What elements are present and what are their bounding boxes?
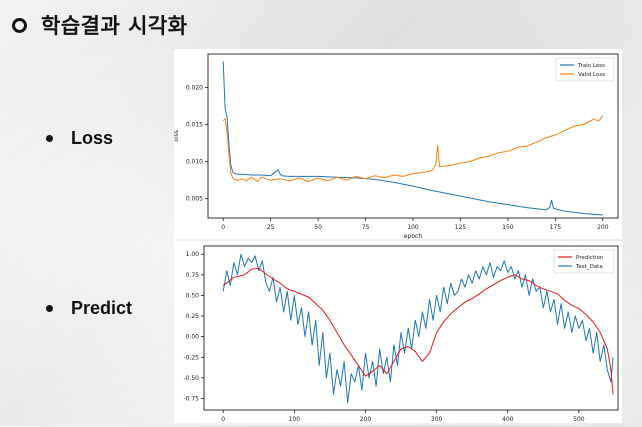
y-tick-label: 0.020: [186, 84, 203, 91]
y-tick-label: -0.50: [183, 375, 199, 382]
y-tick-label: 0.25: [186, 313, 200, 320]
x-tick-label: 400: [502, 416, 514, 423]
bullet-loss: Loss: [46, 128, 113, 149]
predict-chart: 0 100 200 300 400 500 1.00 0.75 0.50 0.25 0.00 -0.2…: [183, 245, 619, 423]
x-tick-label: 200: [360, 416, 372, 423]
x-tick-label: 175: [550, 224, 562, 231]
x-tick-label: 0: [221, 416, 225, 423]
x-tick-label: 0: [221, 224, 225, 231]
slide-title-text: 학습결과 시각화: [41, 14, 188, 38]
legend-label: Train Loss: [577, 63, 605, 69]
y-axis-label: loss: [174, 130, 180, 142]
x-tick-label: 300: [431, 416, 443, 423]
x-tick-label: 75: [362, 224, 370, 231]
legend-label: Prediction: [576, 255, 604, 261]
y-tick-label: 0.010: [186, 159, 203, 166]
legend-box: [555, 57, 615, 82]
x-tick-label: 25: [267, 224, 275, 231]
y-tick-label: 0.005: [186, 196, 203, 203]
plot-frame: [207, 53, 619, 219]
y-tick-label: -0.75: [183, 395, 199, 402]
x-tick-label: 50: [314, 224, 322, 231]
bullet-predict-label: Predict: [71, 298, 133, 318]
loss-chart: 0 25 50 75 100 125 150 175 200 0.005 0.010 0.015 0.0…: [173, 53, 619, 240]
x-tick-label: 125: [455, 224, 467, 231]
x-tick-label: 500: [573, 416, 585, 423]
bullet-predict: Predict: [46, 298, 132, 319]
predict-chart-panel: 0 100 200 300 400 500 1.00 0.75 0.50 0.25 0.00 -0.2…: [174, 241, 622, 423]
y-tick-label: 1.00: [186, 251, 200, 258]
x-tick-label: 100: [407, 224, 419, 231]
y-tick-label: 0.75: [186, 272, 200, 279]
legend-box: [553, 249, 615, 274]
bullet-dot-icon: [46, 305, 53, 312]
y-tick-label: 0.015: [186, 121, 203, 128]
slide-title: 학습결과 시각화: [10, 8, 188, 42]
x-tick-label: 150: [502, 224, 514, 231]
plot-frame: [203, 245, 619, 411]
bullet-loss-label: Loss: [71, 128, 114, 148]
title-bullet-icon: [12, 17, 27, 33]
series-line-valid-loss: [222, 115, 604, 183]
x-tick-label: 100: [289, 416, 301, 423]
series-line-prediction: [222, 267, 614, 395]
x-tick-label: 200: [597, 224, 609, 231]
y-tick-label: 0.00: [186, 334, 200, 341]
y-tick-label: -0.25: [183, 354, 199, 361]
legend-label: Valid Loss: [578, 72, 605, 78]
series-line-test-data: [222, 253, 614, 404]
legend-label: Test_Data: [575, 264, 603, 270]
bullet-dot-icon: [46, 135, 53, 142]
x-axis-label: epoch: [404, 233, 422, 239]
y-tick-label: 0.50: [186, 292, 200, 299]
loss-chart-panel: 0 25 50 75 100 125 150 175 200 0.005 0.010 0.015 0.0…: [173, 49, 622, 240]
